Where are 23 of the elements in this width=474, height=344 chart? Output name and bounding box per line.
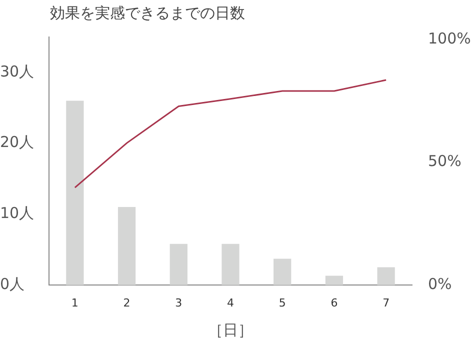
x-tick-label: 3 bbox=[175, 296, 182, 310]
x-tick-label: 4 bbox=[227, 296, 234, 310]
chart-title: 効果を実感できるまでの日数 bbox=[50, 4, 245, 23]
x-tick-label: 6 bbox=[330, 296, 338, 310]
y-tick-label: 10人 bbox=[0, 204, 34, 222]
y2-tick-label: 0% bbox=[428, 274, 452, 293]
y-tick-label: 20人 bbox=[0, 133, 34, 152]
x-tick-label: 2 bbox=[123, 296, 130, 310]
x-tick-label: 7 bbox=[382, 296, 390, 310]
bar bbox=[377, 267, 395, 285]
bar bbox=[222, 244, 240, 285]
y2-tick-label: 50% bbox=[428, 152, 462, 170]
x-tick-label: 1 bbox=[71, 296, 78, 310]
y-tick-label: 0人 bbox=[0, 274, 25, 293]
y-tick-label: 30人 bbox=[0, 62, 34, 80]
bar bbox=[170, 244, 188, 285]
x-tick-label: 5 bbox=[278, 296, 286, 310]
bar bbox=[274, 258, 292, 285]
y2-tick-label: 100% bbox=[428, 29, 471, 48]
x-axis-title: ［日］ bbox=[208, 320, 253, 339]
bar bbox=[118, 207, 136, 285]
bar bbox=[325, 276, 344, 285]
bar bbox=[66, 100, 84, 285]
